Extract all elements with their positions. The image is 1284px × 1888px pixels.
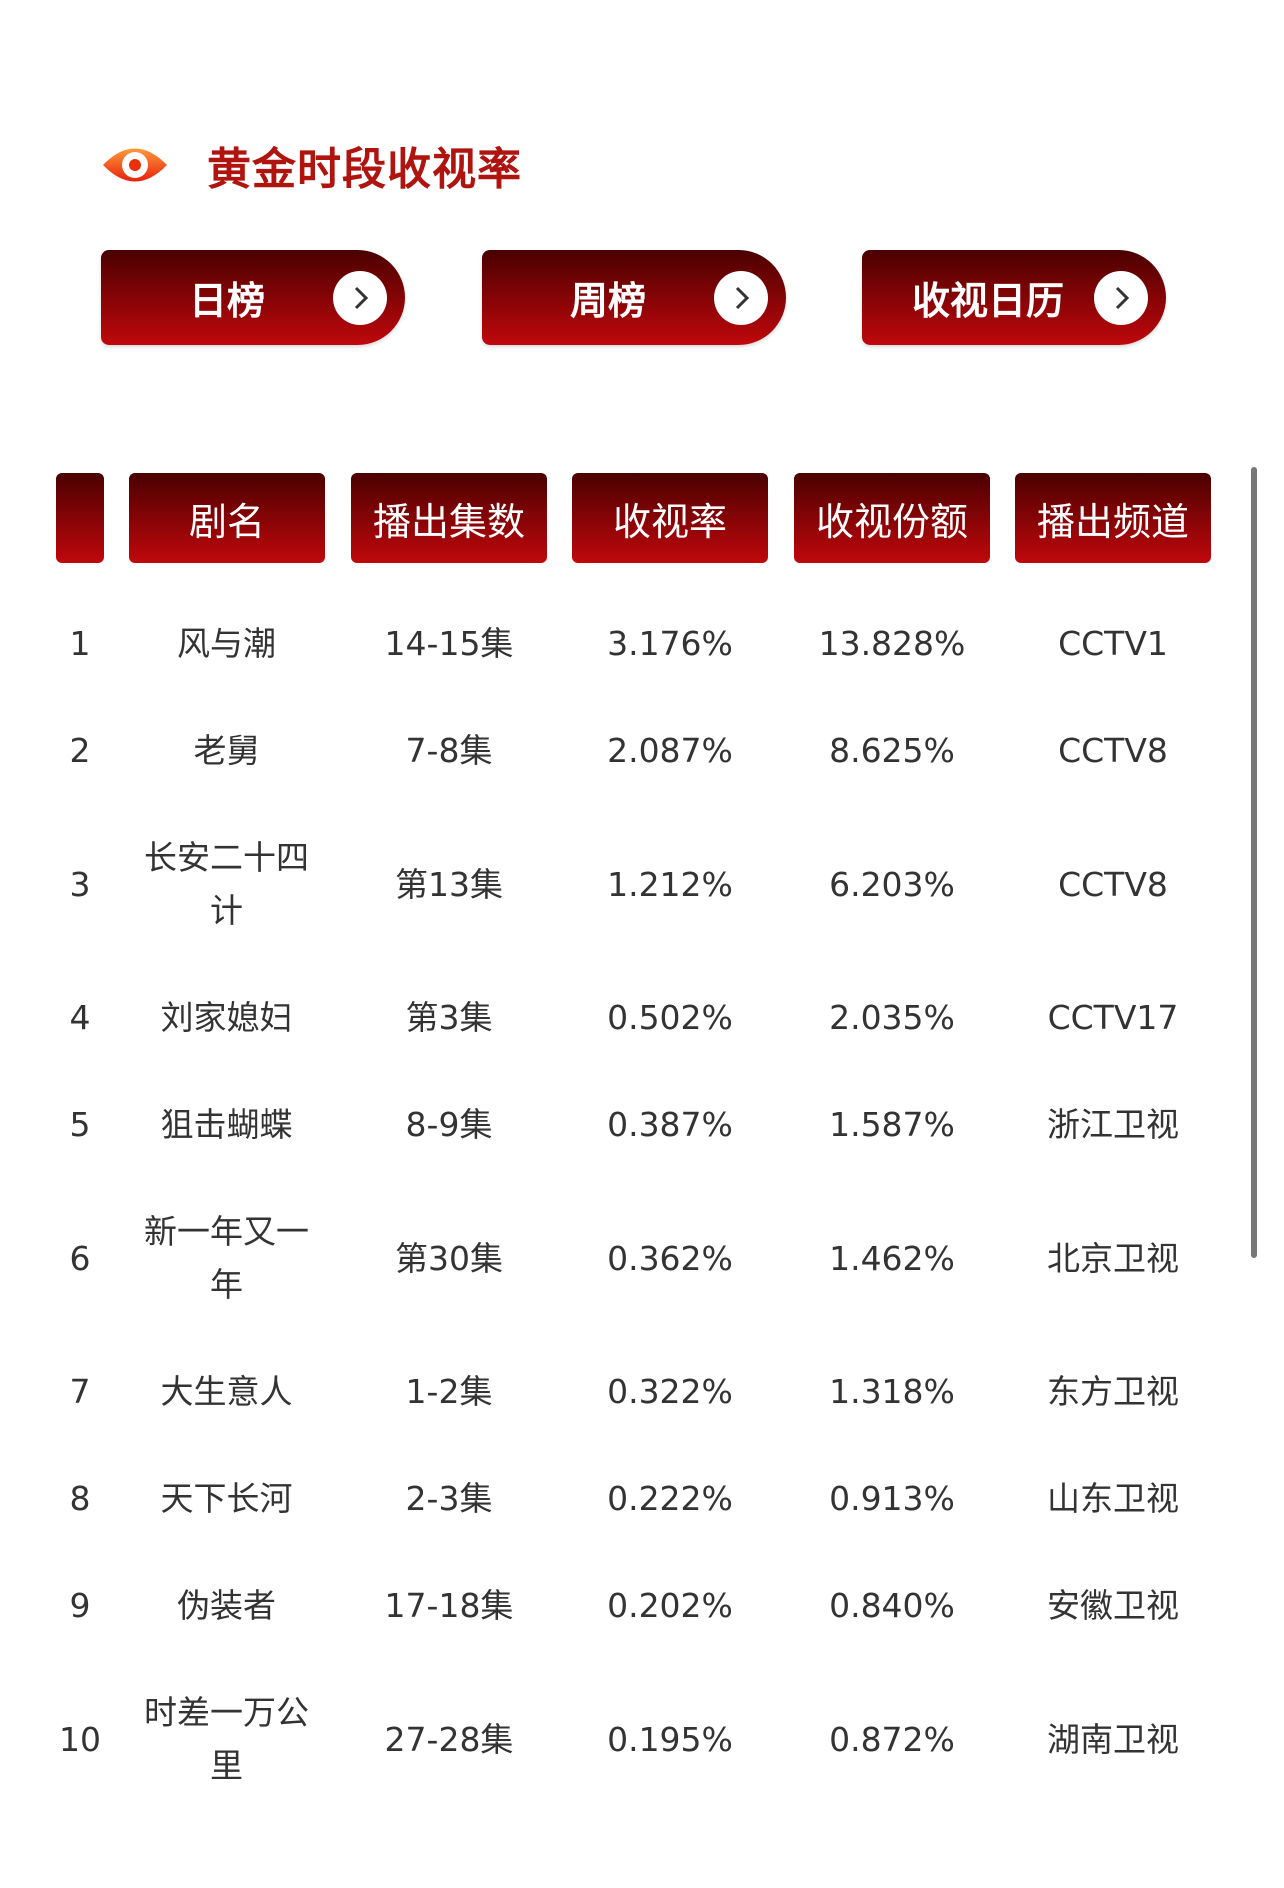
cell-episodes: 7-8集 <box>405 731 493 770</box>
column-header-name: 剧名 <box>129 473 325 563</box>
weekly-chart-button[interactable]: 周榜 <box>482 250 786 345</box>
table-row[interactable]: 新一年又一年 6 第30集 0.362% 1.462% 北京卫视 <box>0 1178 1240 1338</box>
chevron-right-icon <box>714 270 768 325</box>
cell-name: 刘家媳妇 <box>160 998 293 1037</box>
cell-episodes: 2-3集 <box>405 1479 493 1518</box>
cell-channel: 安徽卫视 <box>1047 1586 1179 1625</box>
cell-rating: 0.222% <box>607 1479 733 1518</box>
column-header-rank <box>56 473 104 563</box>
cell-rank: 2 <box>69 731 91 770</box>
cell-channel: 东方卫视 <box>1047 1372 1179 1411</box>
section-header: 黄金时段收视率 <box>101 130 522 200</box>
page-title: 黄金时段收视率 <box>207 144 522 195</box>
column-header-channel: 播出频道 <box>1015 473 1211 563</box>
chevron-right-icon <box>1094 270 1148 325</box>
cell-rating: 0.195% <box>607 1719 733 1759</box>
cell-rank: 3 <box>69 864 91 904</box>
cell-channel: CCTV8 <box>1058 731 1168 770</box>
table-row[interactable]: 天下长河 8 2-3集 0.222% 0.913% 山东卫视 <box>0 1445 1240 1552</box>
cell-episodes: 第30集 <box>395 1238 503 1278</box>
column-header-episodes: 播出集数 <box>351 473 547 563</box>
table-row[interactable]: 狙击蝴蝶 5 8-9集 0.387% 1.587% 浙江卫视 <box>0 1071 1240 1178</box>
cell-share: 0.840% <box>829 1586 955 1625</box>
cell-rank: 4 <box>69 998 91 1037</box>
cell-channel: 湖南卫视 <box>1047 1719 1179 1759</box>
chevron-right-icon <box>333 270 387 325</box>
cell-channel: 山东卫视 <box>1047 1479 1179 1518</box>
table-row[interactable]: 刘家媳妇 4 第3集 0.502% 2.035% CCTV17 <box>0 964 1240 1071</box>
cell-episodes: 17-18集 <box>384 1586 514 1625</box>
cell-rank: 6 <box>69 1238 91 1278</box>
cell-name: 时差一万公里 <box>144 1693 309 1785</box>
cell-share: 13.828% <box>818 624 966 663</box>
table-row[interactable]: 大生意人 7 1-2集 0.322% 1.318% 东方卫视 <box>0 1338 1240 1445</box>
cell-share: 6.203% <box>829 864 955 904</box>
cell-rating: 0.202% <box>607 1586 733 1625</box>
ratings-table: 风与潮 1 14-15集 3.176% 13.828% CCTV1 老舅 2 7-8集 2.087… <box>0 590 1240 1819</box>
cell-channel: 浙江卫视 <box>1047 1105 1179 1144</box>
button-label: 周榜 <box>569 279 646 323</box>
cell-rank: 5 <box>69 1105 91 1144</box>
daily-chart-button[interactable]: 日榜 <box>101 250 405 345</box>
cell-share: 8.625% <box>829 731 955 770</box>
column-header-share: 收视份额 <box>794 473 990 563</box>
cell-rating: 0.502% <box>607 998 733 1037</box>
ratings-calendar-button[interactable]: 收视日历 <box>862 250 1166 345</box>
cell-name: 狙击蝴蝶 <box>160 1105 293 1144</box>
cell-name: 天下长河 <box>160 1479 293 1518</box>
cell-rating: 0.387% <box>607 1105 733 1144</box>
cell-rating: 0.362% <box>607 1238 733 1278</box>
cell-rank: 7 <box>69 1372 91 1411</box>
cell-rating: 3.176% <box>607 624 733 663</box>
table-row[interactable]: 老舅 2 7-8集 2.087% 8.625% CCTV8 <box>0 697 1240 804</box>
table-row[interactable]: 长安二十四计 3 第13集 1.212% 6.203% CCTV8 <box>0 804 1240 964</box>
cell-episodes: 第13集 <box>395 864 503 904</box>
cell-channel: CCTV17 <box>1047 998 1179 1037</box>
table-row[interactable]: 伪装者 9 17-18集 0.202% 0.840% 安徽卫视 <box>0 1552 1240 1659</box>
table-row[interactable]: 时差一万公里 10 27-28集 0.195% 0.872% 湖南卫视 <box>0 1659 1240 1819</box>
cell-share: 2.035% <box>829 998 955 1037</box>
cell-episodes: 27-28集 <box>384 1719 514 1759</box>
cell-rating: 1.212% <box>607 864 733 904</box>
scrollbar[interactable] <box>1251 467 1257 1258</box>
cell-name: 老舅 <box>193 731 260 770</box>
cell-rating: 2.087% <box>607 731 733 770</box>
cell-channel: CCTV8 <box>1058 864 1168 904</box>
cell-name: 新一年又一年 <box>144 1212 309 1304</box>
cell-share: 0.872% <box>829 1719 955 1759</box>
cell-rank: 9 <box>69 1586 91 1625</box>
cell-rating: 0.322% <box>607 1372 733 1411</box>
cell-share: 1.587% <box>829 1105 955 1144</box>
cell-name: 伪装者 <box>177 1586 276 1625</box>
cell-episodes: 第3集 <box>405 998 493 1037</box>
cell-rank: 8 <box>69 1479 91 1518</box>
cell-share: 1.318% <box>829 1372 955 1411</box>
cell-name: 风与潮 <box>177 624 276 663</box>
cell-name: 长安二十四计 <box>144 838 309 930</box>
cell-episodes: 14-15集 <box>384 624 514 663</box>
cell-episodes: 1-2集 <box>405 1372 493 1411</box>
table-row[interactable]: 风与潮 1 14-15集 3.176% 13.828% CCTV1 <box>0 590 1240 697</box>
cell-channel: CCTV1 <box>1058 624 1168 663</box>
button-label: 日榜 <box>188 279 265 323</box>
cell-share: 1.462% <box>829 1238 955 1278</box>
button-label: 收视日历 <box>911 279 1064 323</box>
cell-episodes: 8-9集 <box>405 1105 493 1144</box>
column-header-rating: 收视率 <box>572 473 768 563</box>
cell-share: 0.913% <box>829 1479 955 1518</box>
cell-name: 大生意人 <box>160 1372 293 1411</box>
cell-channel: 北京卫视 <box>1047 1238 1179 1278</box>
cell-rank: 1 <box>69 624 91 663</box>
cell-rank: 10 <box>59 1719 101 1759</box>
eye-icon <box>101 142 169 188</box>
